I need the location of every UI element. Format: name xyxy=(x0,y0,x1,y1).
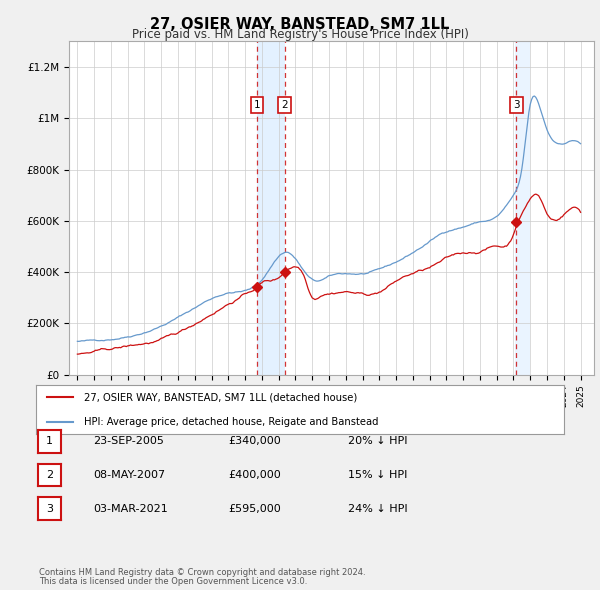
Text: 3: 3 xyxy=(46,504,53,513)
Text: 1: 1 xyxy=(254,100,260,110)
Text: 08-MAY-2007: 08-MAY-2007 xyxy=(93,470,165,480)
Text: £595,000: £595,000 xyxy=(228,504,281,513)
Text: This data is licensed under the Open Government Licence v3.0.: This data is licensed under the Open Gov… xyxy=(39,577,307,586)
Text: 23-SEP-2005: 23-SEP-2005 xyxy=(93,437,164,446)
Text: 2: 2 xyxy=(281,100,288,110)
Text: 3: 3 xyxy=(513,100,520,110)
Text: £340,000: £340,000 xyxy=(228,437,281,446)
Text: 20% ↓ HPI: 20% ↓ HPI xyxy=(348,437,407,446)
Text: 2: 2 xyxy=(46,470,53,480)
Text: Price paid vs. HM Land Registry's House Price Index (HPI): Price paid vs. HM Land Registry's House … xyxy=(131,28,469,41)
Text: 27, OSIER WAY, BANSTEAD, SM7 1LL (detached house): 27, OSIER WAY, BANSTEAD, SM7 1LL (detach… xyxy=(83,392,357,402)
Text: HPI: Average price, detached house, Reigate and Banstead: HPI: Average price, detached house, Reig… xyxy=(83,417,378,427)
Text: 27, OSIER WAY, BANSTEAD, SM7 1LL: 27, OSIER WAY, BANSTEAD, SM7 1LL xyxy=(151,17,449,31)
Text: 24% ↓ HPI: 24% ↓ HPI xyxy=(348,504,407,513)
Bar xyxy=(257,41,285,375)
Text: 15% ↓ HPI: 15% ↓ HPI xyxy=(348,470,407,480)
Text: Contains HM Land Registry data © Crown copyright and database right 2024.: Contains HM Land Registry data © Crown c… xyxy=(39,568,365,577)
Text: 1: 1 xyxy=(46,437,53,446)
Text: £400,000: £400,000 xyxy=(228,470,281,480)
Bar xyxy=(515,41,530,375)
Text: 03-MAR-2021: 03-MAR-2021 xyxy=(93,504,168,513)
